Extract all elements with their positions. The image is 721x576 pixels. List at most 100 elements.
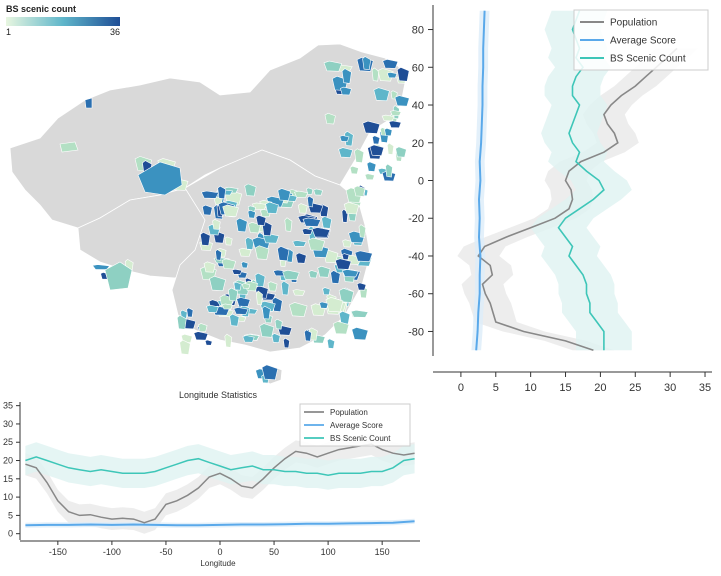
- map-region: [261, 305, 271, 320]
- map-region: [317, 265, 331, 278]
- map-region: [222, 204, 239, 217]
- map-region: [388, 120, 402, 129]
- map-region: [193, 331, 209, 341]
- map-region: [229, 313, 240, 327]
- map-region: [237, 315, 247, 322]
- longitude-line-1: [25, 520, 415, 527]
- map-region: [215, 249, 222, 261]
- longitude-legend-label: Average Score: [330, 421, 383, 430]
- map-region: [325, 296, 344, 313]
- map-region: [283, 337, 290, 349]
- map-region: [284, 217, 293, 232]
- longitude-bands: [25, 433, 415, 534]
- map-region: [394, 95, 410, 107]
- map-region: [209, 275, 226, 292]
- map-region: [343, 201, 360, 215]
- map-region: [354, 148, 365, 164]
- colorbar-min-label: 1: [6, 27, 11, 37]
- map-region: [396, 67, 410, 82]
- map-region: [338, 310, 351, 325]
- map-regions: [59, 56, 410, 384]
- latitude-legend-label: BS Scenic Count: [610, 54, 686, 65]
- map-region: [261, 364, 279, 381]
- map-region: [206, 304, 219, 313]
- map-region: [289, 302, 308, 317]
- latitude-y-tick-label: 40: [412, 100, 424, 112]
- map-region: [323, 60, 343, 72]
- map-region: [319, 301, 329, 309]
- latitude-y-tick-label: 0: [418, 176, 424, 188]
- map-region: [240, 261, 249, 269]
- map-region: [332, 321, 350, 335]
- map-region: [271, 333, 281, 344]
- latitude-y-tick-label: 60: [412, 62, 424, 74]
- longitude-line-0: [25, 443, 415, 524]
- map-region: [212, 218, 221, 230]
- latitude-line-0: [477, 47, 678, 352]
- map-region: [267, 281, 278, 292]
- map-region: [307, 237, 326, 251]
- latitude-x-tick-label: 15: [559, 382, 571, 394]
- map-region: [371, 67, 380, 82]
- map-region: [198, 323, 208, 333]
- map-region: [349, 165, 359, 175]
- map-region: [330, 270, 341, 284]
- map-region: [342, 239, 352, 248]
- latitude-line-1: [475, 10, 486, 351]
- map-region: [385, 163, 393, 178]
- longitude-y-tick-label: 30: [3, 419, 13, 429]
- map-region: [321, 215, 333, 229]
- map-region: [224, 236, 233, 246]
- colorbar-max-label: 36: [110, 27, 120, 37]
- map-region: [292, 240, 307, 247]
- map-region: [373, 87, 390, 102]
- latitude-x-tick-label: 0: [458, 382, 464, 394]
- colorbar-gradient: [6, 17, 120, 26]
- map-region: [369, 144, 385, 157]
- latitude-y-tick-label: -40: [408, 251, 424, 263]
- map-region: [233, 307, 249, 315]
- map-region: [386, 71, 398, 79]
- map-region: [308, 270, 318, 279]
- map-region: [236, 297, 251, 307]
- map-region: [255, 214, 267, 226]
- map-region: [179, 339, 191, 355]
- map-region: [104, 261, 133, 291]
- map-region: [301, 228, 313, 235]
- latitude-x-ticks: 0 5 10 15 20 25 30 35: [458, 372, 711, 394]
- map-region: [313, 188, 323, 196]
- latitude-legend-label: Population: [610, 18, 657, 29]
- longitude-legend: Population Average Score BS Scenic Count: [299, 403, 411, 447]
- longitude-y-tick-label: 20: [3, 456, 13, 466]
- map-region: [364, 173, 375, 181]
- map-region: [366, 161, 377, 172]
- map-region: [265, 201, 279, 214]
- map-region: [334, 258, 352, 270]
- latitude-x-tick-label: 5: [493, 382, 499, 394]
- latitude-y-tick-label: -80: [408, 326, 424, 338]
- map-region: [59, 141, 79, 153]
- map-region: [362, 120, 381, 134]
- map-region: [186, 307, 194, 318]
- latitude-legend-label: Average Score: [610, 36, 676, 47]
- map-region: [202, 204, 213, 216]
- map-region: [295, 252, 307, 264]
- latitude-y-tick-label: 20: [412, 138, 424, 150]
- map-region: [238, 247, 252, 257]
- map-region: [233, 281, 242, 291]
- longitude-legend-label: BS Scenic Count: [330, 434, 391, 443]
- longitude-x-tick-label: -100: [103, 547, 121, 557]
- map-region: [372, 135, 381, 145]
- map-region: [311, 227, 331, 238]
- map-region: [282, 269, 300, 281]
- map-region: [356, 282, 367, 291]
- map-region: [277, 245, 290, 262]
- map-region: [221, 258, 237, 270]
- map-region: [386, 142, 395, 155]
- latitude-y-tick-label: -20: [408, 213, 424, 225]
- longitude-y-tick-label: 35: [3, 401, 13, 411]
- map-region: [340, 86, 352, 96]
- latitude-x-tick-label: 30: [664, 382, 676, 394]
- map-region: [341, 68, 352, 84]
